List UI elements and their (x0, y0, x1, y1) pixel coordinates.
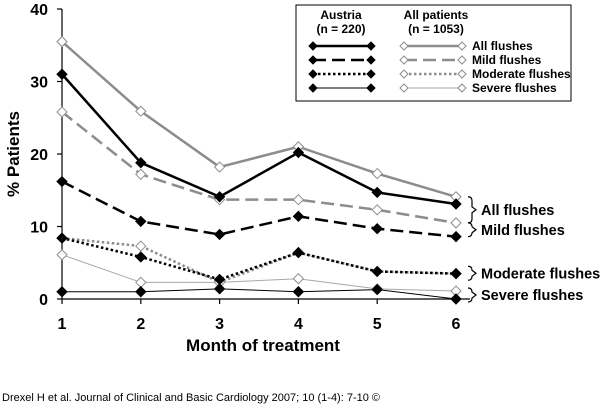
data-point-all-patients-mild-flushes (135, 168, 147, 181)
flush-chart: 0 10 20 30 40 1 2 3 4 5 6 Month of treatment % Patie… (4, 2, 600, 355)
annotation-bracket (467, 287, 477, 303)
data-point-austria-all-flushes (371, 186, 383, 199)
series-line-austria-mild-flushes (61, 180, 457, 238)
x-tick-label: 6 (452, 316, 461, 333)
x-tick-label: 1 (58, 316, 67, 333)
legend-marker-all-all-flushes (399, 41, 409, 51)
annotation-label: All flushes (481, 203, 554, 219)
data-point-austria-severe-flushes (292, 286, 305, 298)
data-point-all-patients-mild-flushes (371, 204, 383, 216)
legend-marker-austria-all-flushes (366, 41, 376, 51)
x-tick-label: 5 (373, 316, 382, 333)
data-point-austria-moderate-flushes (56, 232, 68, 244)
data-point-all-patients-moderate-flushes (135, 240, 147, 252)
annotation-label: Mild flushes (481, 223, 565, 239)
legend-label-severe-flushes: Severe flushes (472, 81, 557, 95)
data-point-austria-moderate-flushes (371, 265, 383, 278)
annotation-bracket (467, 222, 477, 238)
data-point-austria-mild-flushes (213, 228, 226, 241)
data-point-austria-severe-flushes (213, 283, 226, 295)
y-tick-label: 20 (30, 147, 48, 164)
data-point-all-patients-all-flushes (213, 161, 226, 173)
legend-marker-austria-all-flushes (308, 41, 318, 51)
x-tick-label: 4 (294, 316, 303, 333)
data-point-austria-severe-flushes (450, 293, 462, 305)
data-point-austria-all-flushes (292, 146, 305, 159)
series-line-austria-moderate-flushes (61, 236, 457, 281)
series-lines (61, 40, 457, 300)
legend-header-austria-n: (n = 220) (316, 22, 365, 36)
data-point-all-patients-mild-flushes (450, 217, 462, 229)
data-point-all-patients-severe-flushes (292, 272, 305, 285)
legend-label-moderate-flushes: Moderate flushes (472, 67, 571, 81)
data-point-all-patients-severe-flushes (135, 276, 147, 289)
data-point-austria-all-flushes (450, 198, 462, 210)
data-point-austria-mild-flushes (371, 222, 383, 235)
data-point-all-patients-all-flushes (56, 35, 68, 48)
legend-marker-all-mild-flushes (399, 55, 409, 65)
data-point-austria-mild-flushes (292, 210, 305, 223)
legend-marker-all-severe-flushes (457, 83, 467, 93)
legend-box (295, 4, 572, 102)
source-credit: Drexel H et al. Journal of Clinical and … (2, 392, 381, 404)
legend: Austria(n = 220) All patients(n = 1053) Al… (295, 4, 572, 102)
x-tick-label: 2 (136, 316, 145, 333)
y-tick-label: 0 (39, 292, 48, 309)
y-axis-title: % Patients (4, 111, 23, 197)
series-line-all-patients-severe-flushes (61, 254, 457, 292)
series-line-austria-all-flushes (61, 73, 457, 206)
chart-axes: 0 10 20 30 40 1 2 3 4 5 6 Month of treatment % Patie… (4, 2, 470, 355)
data-point-austria-severe-flushes (135, 286, 147, 298)
data-point-austria-mild-flushes (450, 230, 462, 243)
data-point-all-patients-all-flushes (371, 167, 383, 180)
bracket-annotations: All flushes Mild flushes Moderate flushes S… (467, 196, 600, 304)
y-tick-label: 40 (30, 2, 48, 19)
annotation-label: Severe flushes (481, 288, 583, 304)
data-point-all-patients-severe-flushes (56, 249, 68, 261)
legend-marker-austria-severe-flushes (366, 83, 376, 93)
annotation-bracket (467, 196, 477, 224)
annotation-label: Moderate flushes (481, 266, 600, 282)
legend-marker-all-mild-flushes (457, 55, 467, 65)
series-markers (56, 35, 462, 305)
legend-header-all: All patients (404, 8, 469, 22)
legend-marker-austria-mild-flushes (308, 55, 318, 65)
data-point-all-patients-mild-flushes (56, 106, 68, 118)
data-point-austria-moderate-flushes (135, 251, 147, 263)
data-point-austria-mild-flushes (56, 175, 68, 188)
legend-marker-all-all-flushes (457, 41, 467, 51)
legend-label-all-flushes: All flushes (472, 39, 533, 53)
series-line-all-patients-mild-flushes (61, 110, 457, 225)
legend-marker-austria-moderate-flushes (366, 69, 376, 79)
series-line-all-patients-moderate-flushes (61, 236, 457, 284)
data-point-austria-all-flushes (56, 68, 68, 80)
x-tick-label: 3 (215, 316, 224, 333)
series-line-all-patients-all-flushes (61, 40, 457, 198)
series-line-austria-severe-flushes (62, 288, 457, 300)
data-point-all-patients-all-flushes (135, 105, 147, 117)
data-point-austria-all-flushes (213, 191, 226, 203)
y-tick-label: 10 (30, 220, 48, 237)
legend-marker-all-severe-flushes (399, 83, 409, 93)
data-point-austria-mild-flushes (135, 215, 147, 228)
data-point-austria-moderate-flushes (450, 267, 462, 280)
data-point-austria-severe-flushes (371, 283, 383, 296)
data-point-all-patients-mild-flushes (292, 193, 305, 206)
data-point-austria-moderate-flushes (292, 246, 305, 259)
legend-header-austria: Austria (320, 8, 362, 22)
y-tick-label: 30 (30, 75, 48, 92)
x-axis-title: Month of treatment (186, 336, 340, 355)
legend-marker-all-moderate-flushes (457, 69, 467, 79)
annotation-bracket (467, 265, 477, 281)
data-point-austria-severe-flushes (56, 286, 68, 298)
legend-header-all-n: (n = 1053) (408, 22, 464, 36)
legend-marker-austria-mild-flushes (366, 55, 376, 65)
legend-marker-all-moderate-flushes (399, 69, 409, 79)
data-point-austria-all-flushes (135, 156, 147, 169)
legend-marker-austria-severe-flushes (308, 83, 318, 93)
legend-label-mild-flushes: Mild flushes (472, 53, 542, 67)
legend-marker-austria-moderate-flushes (308, 69, 318, 79)
